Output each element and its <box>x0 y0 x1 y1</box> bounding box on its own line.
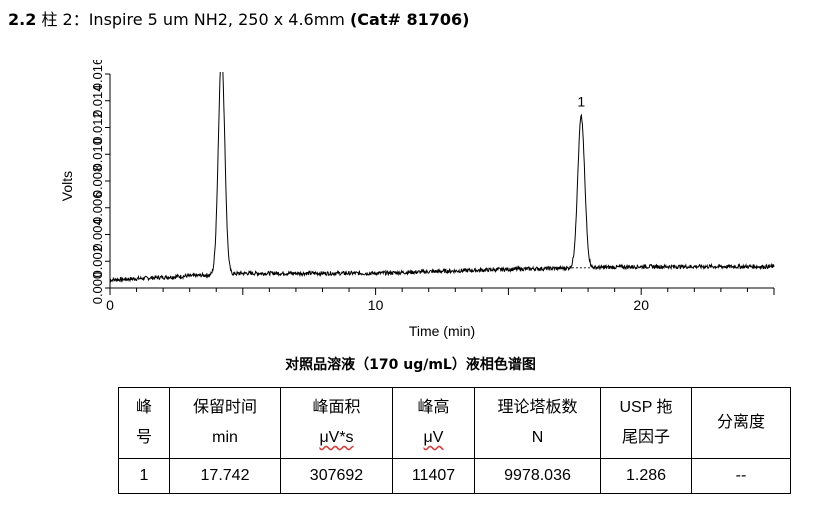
y-tick-label: 0.004 <box>90 218 105 251</box>
y-tick-label: 0.014 <box>90 84 105 117</box>
table-cell: 1 <box>118 458 170 494</box>
table-cell: -- <box>691 458 791 494</box>
table-header-cell: 峰高 μV <box>392 387 475 459</box>
header-line: 保留时间 <box>192 399 257 416</box>
header-line: 峰高 <box>417 399 450 416</box>
y-tick-label: 0.008 <box>90 165 105 198</box>
header-line: μV*s <box>319 429 354 446</box>
header-line: 理论塔板数 <box>497 399 578 416</box>
header-line: 分离度 <box>716 414 765 431</box>
table-header-cell: 峰号 <box>118 387 170 459</box>
x-tick-label: 10 <box>368 297 384 313</box>
table-header-cell: 保留时间 min <box>169 387 281 459</box>
header-line: min <box>212 429 238 446</box>
table-row: 1 17.742 307692 11407 9978.036 1.286 -- <box>118 458 791 494</box>
table-cell: 11407 <box>392 458 475 494</box>
chromatogram-chart: 0 10 20 0.0000.0020.0040.0060.0080.0100.012… <box>59 60 775 339</box>
header-line: USP 拖 <box>619 399 673 416</box>
section-heading: 2.2 柱 2：Inspire 5 um NH2, 250 x 4.6mm (C… <box>8 6 469 30</box>
table-header-cell: 峰面积 μV*s <box>280 387 393 459</box>
table-header-cell: USP 拖尾因子 <box>600 387 692 459</box>
catalog-number: (Cat# 81706) <box>349 10 470 29</box>
y-tick-label: 0.006 <box>90 191 105 224</box>
header-line: 尾因子 <box>621 429 670 446</box>
y-tick-label: 0.000 <box>90 272 105 305</box>
y-tick-label: 0.016 <box>90 60 105 90</box>
chart-caption: 对照品溶液（170 ug/mL）液相色谱图 <box>285 357 536 373</box>
table-header-row: 峰号 保留时间 min 峰面积 μV*s 峰高 μV 理论塔板数 N USP 拖尾因子 分离度 <box>118 387 791 459</box>
header-line: 号 <box>135 429 152 446</box>
y-tick-label: 0.002 <box>90 245 105 278</box>
table-header-cell: 理论塔板数 N <box>474 387 601 459</box>
column-description: 柱 2：Inspire 5 um NH2, 250 x 4.6mm <box>41 10 345 29</box>
header-line: 峰面积 <box>312 399 361 416</box>
y-axis-label: Volts <box>59 171 75 201</box>
table-cell: 17.742 <box>169 458 281 494</box>
y-tick-label: 0.012 <box>90 111 105 144</box>
header-line: 峰 <box>135 399 152 416</box>
signal-trace <box>110 72 775 283</box>
header-line: N <box>531 429 544 446</box>
header-line: μV <box>423 429 444 446</box>
y-tick-label: 0.010 <box>90 138 105 171</box>
table-cell: 1.286 <box>600 458 692 494</box>
section-number: 2.2 <box>8 10 37 29</box>
x-axis-label: Time (min) <box>409 323 475 339</box>
table-header-cell: 分离度 <box>691 387 791 459</box>
x-tick-label: 0 <box>106 297 114 313</box>
peak-label: 1 <box>577 94 585 110</box>
table-cell: 9978.036 <box>474 458 601 494</box>
table-cell: 307692 <box>280 458 393 494</box>
x-tick-label: 20 <box>633 297 649 313</box>
